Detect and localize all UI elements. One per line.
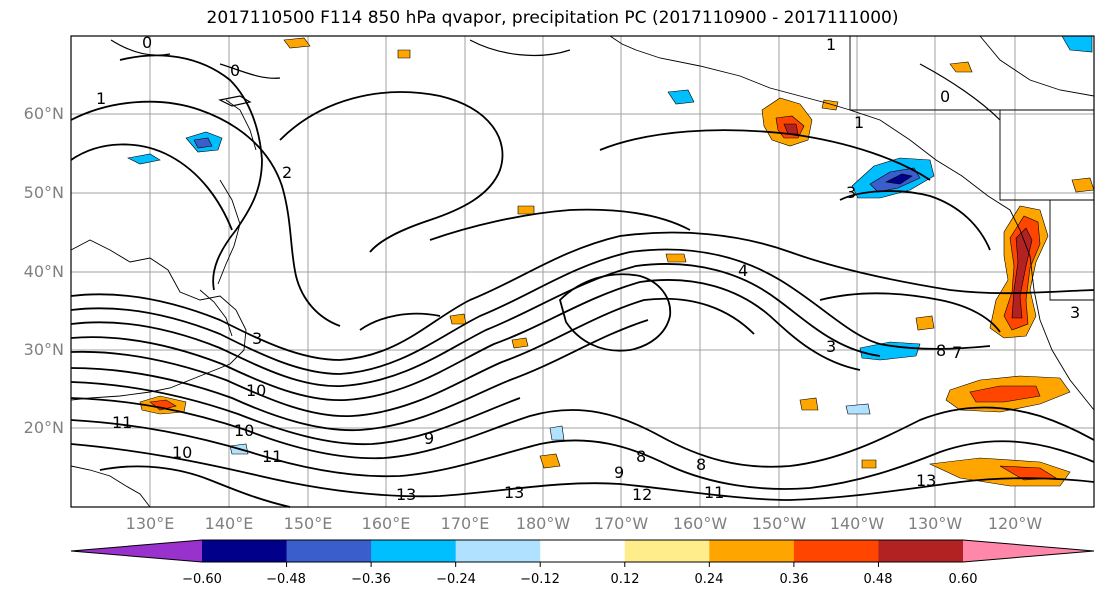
contour-label: 3: [1070, 303, 1080, 322]
lat-label: 60°N: [23, 104, 64, 123]
coastlines: [70, 35, 1095, 508]
colorbar-tick-label: 0.36: [779, 572, 809, 587]
colorbar-tick-label: 0.60: [948, 572, 978, 587]
map-title: 2017110500 F114 850 hPa qvapor, precipit…: [206, 8, 899, 28]
contour-label: 3: [252, 329, 262, 348]
contour-label: 7: [952, 343, 962, 362]
contour-label: 1: [96, 89, 106, 108]
lon-label: 160°W: [672, 514, 728, 533]
contour-label: 12: [632, 485, 652, 504]
zero-contours: [110, 39, 1001, 121]
colorbar-extend-max: [963, 540, 1094, 562]
colorbar-tick-label: −0.12: [520, 572, 560, 587]
lat-label: 30°N: [23, 340, 64, 359]
colorbar: [70, 539, 1095, 567]
colorbar-swatch: [202, 540, 288, 562]
contour-label: 10: [234, 421, 254, 440]
colorbar-tick-label: −0.36: [351, 572, 391, 587]
contour-label: 2: [282, 163, 292, 182]
contour-label: 8: [636, 447, 646, 466]
lon-label: 150°E: [283, 514, 333, 533]
colorbar-swatch: [540, 540, 626, 562]
colorbar-swatch: [286, 540, 372, 562]
colorbar-tick-label: 0.48: [863, 572, 893, 587]
lon-label: 120°W: [987, 514, 1043, 533]
contour-label: 11: [704, 483, 724, 502]
colorbar-tick-label: 0.12: [610, 572, 640, 587]
contour-label: 13: [916, 471, 936, 490]
colorbar-swatch: [455, 540, 541, 562]
lat-label: 40°N: [23, 262, 64, 281]
colorbar-tick-label: −0.48: [266, 572, 306, 587]
contour-label: 9: [424, 429, 434, 448]
precip-patches: [127, 35, 1095, 487]
colorbar-extend-min: [71, 540, 202, 562]
contour-label: 11: [112, 413, 132, 432]
lon-label: 170°E: [440, 514, 490, 533]
colorbar-swatch: [878, 540, 964, 562]
colorbar-outline: [70, 539, 1095, 563]
contour-label: 1: [854, 113, 864, 132]
lat-label: 50°N: [23, 183, 64, 202]
lat-label: 20°N: [23, 418, 64, 437]
colorbar-swatch: [709, 540, 795, 562]
contour-label: 1: [826, 35, 836, 54]
lon-label: 170°W: [593, 514, 649, 533]
contour-label: 11: [262, 447, 282, 466]
lon-label: 140°E: [204, 514, 254, 533]
contour-label-layer: 0 0 1 1 1 0 2 3 3 4 3 7 8 3 10 11 10 10 …: [96, 33, 1080, 504]
plot-frame: [70, 35, 1095, 508]
colorbar-tick-label: 0.24: [694, 572, 724, 587]
contour-label: 4: [738, 261, 748, 280]
qvapor-contours: [70, 54, 1095, 508]
contour-label: 10: [246, 381, 266, 400]
contour-label: 0: [230, 61, 240, 80]
colorbar-swatch: [624, 540, 710, 562]
contour-label: 13: [504, 483, 524, 502]
contour-label: 3: [826, 337, 836, 356]
lon-label: 150°W: [751, 514, 807, 533]
graticule: [71, 36, 1094, 507]
colorbar-swatch: [371, 540, 457, 562]
contour-label: 8: [696, 455, 706, 474]
contour-label: 13: [396, 485, 416, 504]
colorbar-tick-label: −0.24: [436, 572, 476, 587]
contour-label: 8: [936, 341, 946, 360]
colorbar-swatch: [793, 540, 879, 562]
colorbar-tick-label: −0.60: [182, 572, 222, 587]
lon-label: 160°E: [361, 514, 411, 533]
contour-label: 10: [172, 443, 192, 462]
lon-label: 130°W: [907, 514, 963, 533]
lon-label: 180°W: [515, 514, 571, 533]
lon-label: 130°E: [125, 514, 175, 533]
contour-label: 3: [846, 183, 856, 202]
lon-label: 140°W: [829, 514, 885, 533]
contour-label: 0: [940, 87, 950, 106]
contour-label: 0: [142, 33, 152, 52]
contour-label: 9: [614, 463, 624, 482]
